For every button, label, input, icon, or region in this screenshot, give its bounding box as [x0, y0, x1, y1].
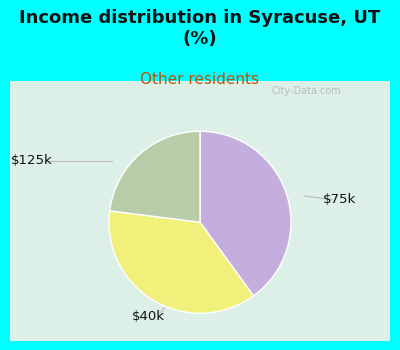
Text: $125k: $125k — [11, 154, 53, 168]
Wedge shape — [110, 131, 200, 222]
Text: $40k: $40k — [132, 310, 164, 323]
Text: Other residents: Other residents — [140, 72, 260, 87]
Wedge shape — [109, 211, 254, 313]
Text: City-Data.com: City-Data.com — [272, 86, 342, 96]
Wedge shape — [200, 131, 291, 296]
FancyBboxPatch shape — [10, 80, 390, 341]
Text: $75k: $75k — [323, 193, 357, 206]
Text: Income distribution in Syracuse, UT
(%): Income distribution in Syracuse, UT (%) — [19, 9, 381, 48]
